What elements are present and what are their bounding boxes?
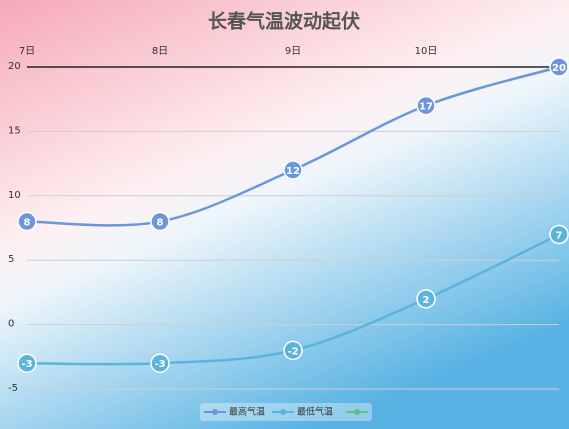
legend-label: 最低气温 bbox=[297, 406, 333, 418]
y-tick-label: 10 bbox=[8, 190, 21, 201]
y-tick-label: 15 bbox=[8, 125, 21, 136]
data-point bbox=[17, 353, 37, 373]
legend-label: 最高气温 bbox=[229, 406, 265, 418]
data-point bbox=[416, 289, 436, 309]
data-point bbox=[17, 211, 37, 232]
chart-title: 长春气温波动起伏 bbox=[208, 10, 360, 33]
x-tick-label: 9日 bbox=[285, 46, 301, 57]
data-label: 12 bbox=[286, 166, 300, 177]
data-point bbox=[150, 211, 170, 232]
data-label: -2 bbox=[287, 346, 298, 357]
data-label: -3 bbox=[21, 359, 32, 370]
y-tick-label: 0 bbox=[8, 319, 14, 330]
legend-swatch bbox=[280, 409, 286, 415]
data-point bbox=[283, 160, 303, 180]
legend-swatch bbox=[354, 409, 360, 415]
data-point bbox=[549, 224, 569, 245]
data-label: 8 bbox=[157, 218, 164, 229]
x-tick-label: 8日 bbox=[152, 46, 168, 57]
data-label: 7 bbox=[556, 230, 563, 241]
y-tick-label: 20 bbox=[8, 61, 21, 72]
data-point bbox=[283, 340, 303, 361]
data-label: -3 bbox=[154, 359, 165, 370]
y-tick-label: -5 bbox=[8, 383, 18, 394]
y-tick-label: 5 bbox=[8, 254, 14, 265]
data-label: 8 bbox=[24, 218, 31, 229]
data-point bbox=[416, 95, 436, 116]
x-tick-label: 7日 bbox=[19, 46, 35, 57]
data-label: 2 bbox=[423, 295, 430, 306]
data-point bbox=[150, 353, 170, 373]
data-label: 20 bbox=[552, 63, 566, 74]
data-label: 17 bbox=[419, 102, 433, 113]
legend-swatch bbox=[212, 409, 218, 415]
legend: 最高气温 最低气温 bbox=[200, 403, 372, 421]
x-tick-label: 10日 bbox=[415, 46, 438, 57]
data-point bbox=[549, 57, 569, 77]
